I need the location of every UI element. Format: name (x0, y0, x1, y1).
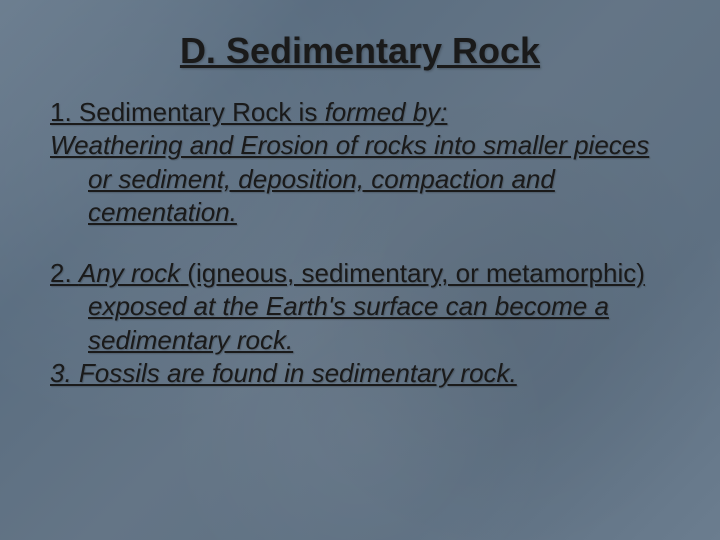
p1-lead-plain: 1. Sedimentary Rock is (50, 97, 325, 127)
p2-prefix: 2. (50, 258, 79, 288)
slide-body: 1. Sedimentary Rock is formed by: Weathe… (50, 96, 670, 390)
paragraph-gap (50, 229, 670, 257)
p2-span1: Any rock (79, 258, 180, 288)
paragraph-2: 2. Any rock (igneous, sedimentary, or me… (50, 257, 670, 357)
slide: D. Sedimentary Rock 1. Sedimentary Rock … (0, 0, 720, 540)
p1-lead-italic: formed by: (325, 97, 448, 127)
slide-title: D. Sedimentary Rock (50, 30, 670, 72)
paragraph-1-line1: 1. Sedimentary Rock is formed by: (50, 96, 670, 129)
paragraph-3: 3. Fossils are found in sedimentary rock… (50, 357, 670, 390)
p2-span2: (igneous, sedimentary, or metamorphic) (180, 258, 645, 288)
p2-span3: exposed at the Earth's surface can becom… (88, 291, 609, 354)
paragraph-1-rest: Weathering and Erosion of rocks into sma… (50, 129, 670, 229)
